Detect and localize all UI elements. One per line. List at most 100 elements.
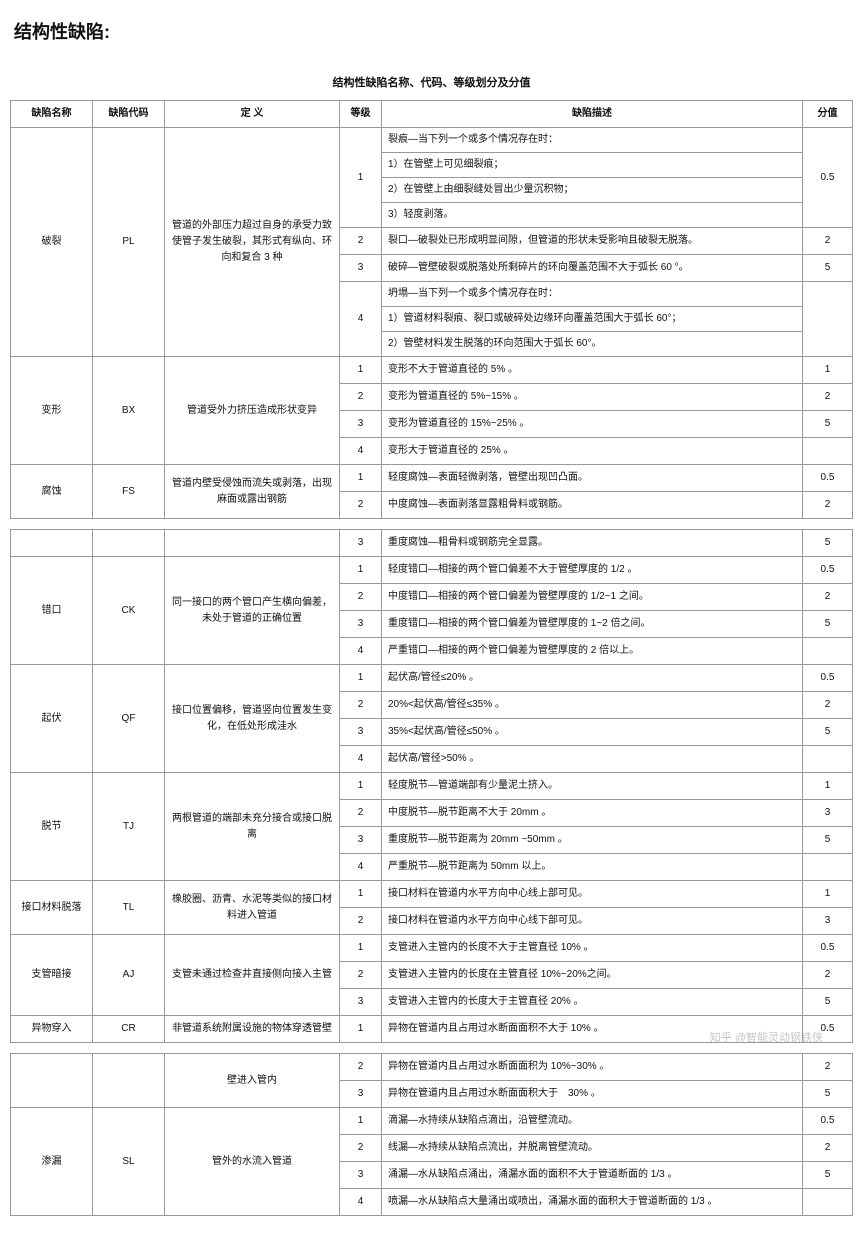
cr2-name [11, 1054, 93, 1108]
pl-l3d: 破碎—管壁破裂或脱落处所剩碎片的环向覆盖范围不大于弧长 60 °。 [382, 255, 803, 282]
bx-l1v: 1 [803, 357, 853, 384]
sl-code: SL [93, 1108, 165, 1216]
sl-name: 渗漏 [11, 1108, 93, 1216]
tj-l2d: 中度脱节—脱节距离不大于 20mm 。 [382, 800, 803, 827]
aj-l3d: 支管进入主管内的长度大于主管直径 20% 。 [382, 989, 803, 1016]
sl-l1: 1 [340, 1108, 382, 1135]
cr-name: 异物穿入 [11, 1016, 93, 1043]
tl-code: TL [93, 881, 165, 935]
ck-l4v [803, 638, 853, 665]
th-desc: 缺陷描述 [382, 101, 803, 128]
pl-l2: 2 [340, 228, 382, 255]
ck-l4d: 严重错口—相接的两个管口偏差为管壁厚度的 2 倍以上。 [382, 638, 803, 665]
fs-name: 腐蚀 [11, 465, 93, 519]
sl-l4: 4 [340, 1189, 382, 1216]
cr-l2: 2 [340, 1054, 382, 1081]
defect-table-block-2: 3重度腐蚀—粗骨料或钢筋完全显露。5 错口 CK 同一接口的两个管口产生横向偏差… [10, 529, 853, 1043]
bx-l3d: 变形为管道直径的 15%~25% 。 [382, 411, 803, 438]
qf-l4: 4 [340, 746, 382, 773]
ck-l3: 3 [340, 611, 382, 638]
ck-l2d: 中度错口—相接的两个管口偏差为管壁厚度的 1/2~1 之间。 [382, 584, 803, 611]
pl-l1b: 1）在管壁上可见细裂痕； [382, 153, 803, 178]
fs-l1v: 0.5 [803, 465, 853, 492]
tj-code: TJ [93, 773, 165, 881]
fs-l2d: 中度腐蚀—表面剥落显露粗骨料或钢筋。 [382, 492, 803, 519]
tl-name: 接口材料脱落 [11, 881, 93, 935]
pl-l2d: 裂口—破裂处已形成明显间隙，但管道的形状未受影响且破裂无脱落。 [382, 228, 803, 255]
pl-l4v [803, 282, 853, 357]
th-code: 缺陷代码 [93, 101, 165, 128]
fs-def: 管道内壁受侵蚀而流失或剥落，出现麻面或露出钢筋 [165, 465, 340, 519]
ck-def: 同一接口的两个管口产生横向偏差，未处于管道的正确位置 [165, 557, 340, 665]
tj-l3v: 5 [803, 827, 853, 854]
tj-def: 两根管道的端部未充分接合或接口脱离 [165, 773, 340, 881]
tl-l2: 2 [340, 908, 382, 935]
th-name: 缺陷名称 [11, 101, 93, 128]
sl-def: 管外的水流入管道 [165, 1108, 340, 1216]
aj-def: 支管未通过检查井直接侧向接入主管 [165, 935, 340, 1016]
bx-l2v: 2 [803, 384, 853, 411]
aj-l2v: 2 [803, 962, 853, 989]
bx-code: BX [93, 357, 165, 465]
pl-l1v: 0.5 [803, 128, 853, 228]
bx-l1: 1 [340, 357, 382, 384]
tj-l4: 4 [340, 854, 382, 881]
aj-l3v: 5 [803, 989, 853, 1016]
ck-l1d: 轻度错口—相接的两个管口偏差不大于管壁厚度的 1/2 。 [382, 557, 803, 584]
bx-l4d: 变形大于管道直径的 25% 。 [382, 438, 803, 465]
aj-l1: 1 [340, 935, 382, 962]
qf-l4v [803, 746, 853, 773]
pl-l1d: 3）轻度剥落。 [382, 203, 803, 228]
fs-l1d: 轻度腐蚀—表面轻微剥落，管壁出现凹凸面。 [382, 465, 803, 492]
th-score: 分值 [803, 101, 853, 128]
aj-l2d: 支管进入主管内的长度在主管直径 10%~20%之间。 [382, 962, 803, 989]
bx-name: 变形 [11, 357, 93, 465]
cr-code: CR [93, 1016, 165, 1043]
page-title: 结构性缺陷: [14, 18, 853, 44]
cr2-code [93, 1054, 165, 1108]
bx-l2d: 变形为管道直径的 5%~15% 。 [382, 384, 803, 411]
bx-l1d: 变形不大于管道直径的 5% 。 [382, 357, 803, 384]
ck-l3v: 5 [803, 611, 853, 638]
qf-l1d: 起伏高/管径≤20% 。 [382, 665, 803, 692]
pl-l1: 1 [340, 128, 382, 228]
tj-l2: 2 [340, 800, 382, 827]
fs-l3: 3 [340, 530, 382, 557]
pl-l1a: 裂痕—当下列一个或多个情况存在时： [382, 128, 803, 153]
fs-cont-def [165, 530, 340, 557]
pl-l4: 4 [340, 282, 382, 357]
pl-name: 破裂 [11, 128, 93, 357]
tj-l4v [803, 854, 853, 881]
bx-l3v: 5 [803, 411, 853, 438]
tj-l3d: 重度脱节—脱节距离为 20mm ~50mm 。 [382, 827, 803, 854]
qf-name: 起伏 [11, 665, 93, 773]
th-def: 定 义 [165, 101, 340, 128]
fs-l3v: 5 [803, 530, 853, 557]
sl-l2: 2 [340, 1135, 382, 1162]
aj-l1v: 0.5 [803, 935, 853, 962]
sl-l1v: 0.5 [803, 1108, 853, 1135]
aj-name: 支管暗接 [11, 935, 93, 1016]
ck-l4: 4 [340, 638, 382, 665]
aj-l1d: 支管进入主管内的长度不大于主管直径 10% 。 [382, 935, 803, 962]
table-caption: 结构性缺陷名称、代码、等级划分及分值 [10, 74, 853, 90]
qf-l3d: 35%<起伏高/管径≤50% 。 [382, 719, 803, 746]
pl-code: PL [93, 128, 165, 357]
pl-l4a: 坍塌—当下列一个或多个情况存在时： [382, 282, 803, 307]
qf-l3: 3 [340, 719, 382, 746]
cr-l1v: 0.5 [803, 1016, 853, 1043]
tj-name: 脱节 [11, 773, 93, 881]
pl-l1c: 2）在管壁上由细裂缝处冒出少量沉积物； [382, 178, 803, 203]
cr-l3: 3 [340, 1081, 382, 1108]
fs-cont-name [11, 530, 93, 557]
tj-l1d: 轻度脱节—管道端部有少量泥土挤入。 [382, 773, 803, 800]
qf-l2v: 2 [803, 692, 853, 719]
fs-l2v: 2 [803, 492, 853, 519]
tj-l1v: 1 [803, 773, 853, 800]
ck-l1: 1 [340, 557, 382, 584]
cr-def: 非管道系统附属设施的物体穿透管壁 [165, 1016, 340, 1043]
bx-l4: 4 [340, 438, 382, 465]
sl-l3v: 5 [803, 1162, 853, 1189]
ck-l3d: 重度错口—相接的两个管口偏差为管壁厚度的 1~2 倍之间。 [382, 611, 803, 638]
tl-l1: 1 [340, 881, 382, 908]
